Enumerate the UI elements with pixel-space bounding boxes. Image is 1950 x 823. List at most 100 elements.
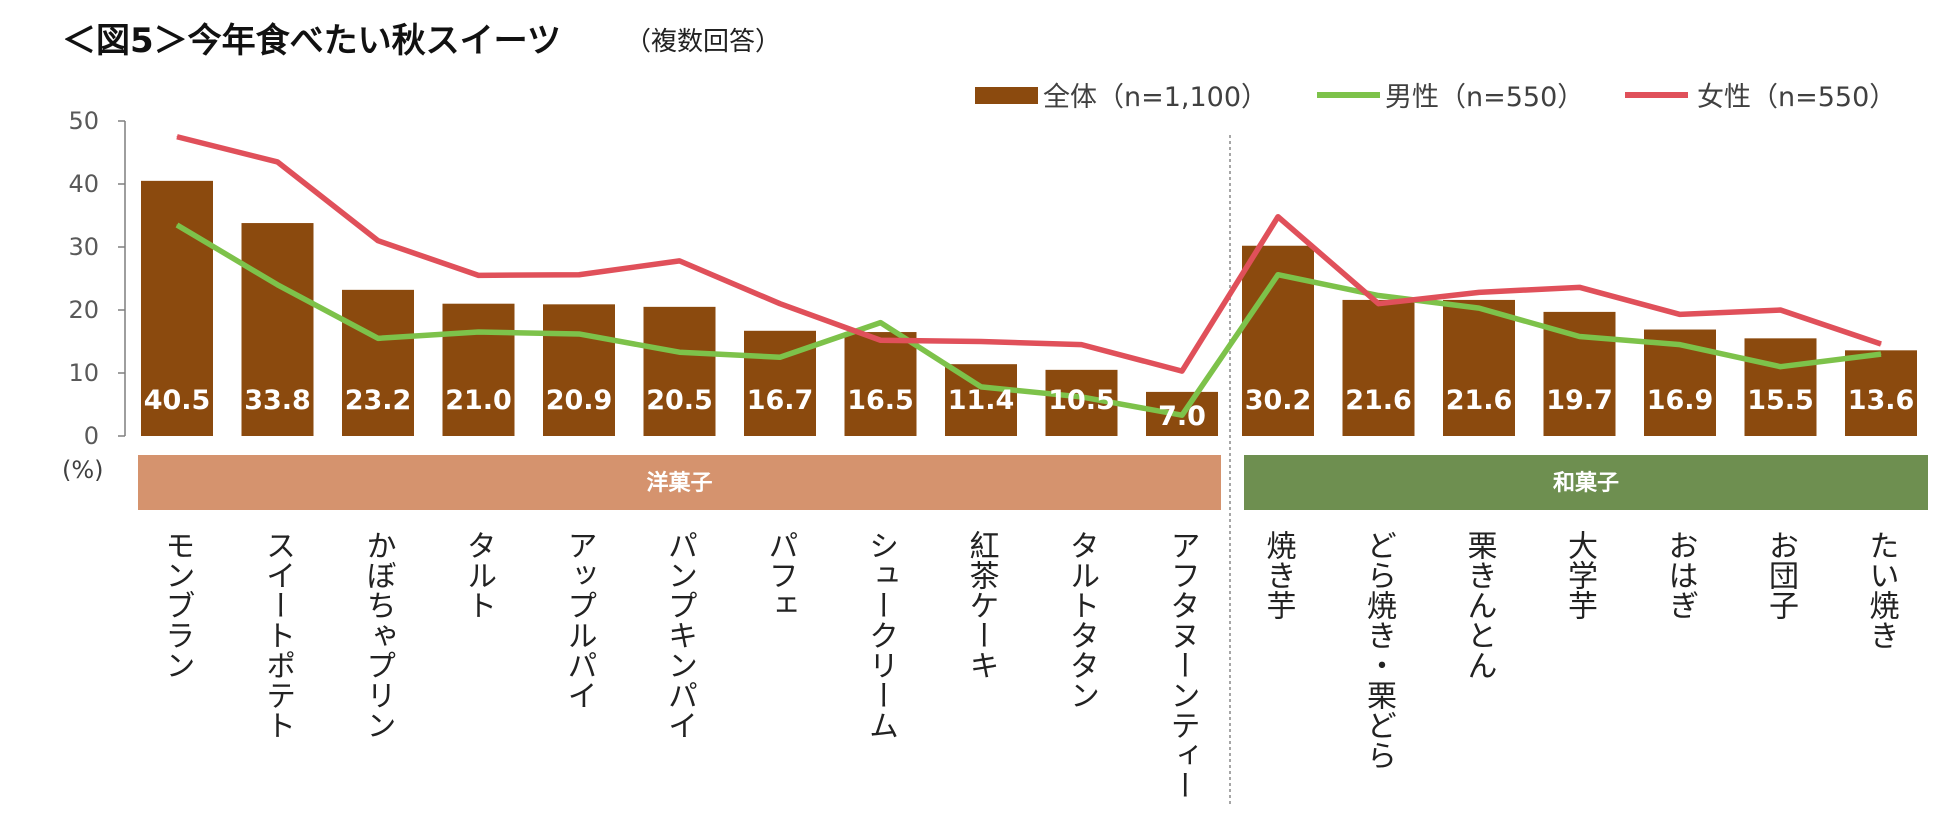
category-label: お団子 xyxy=(1763,530,1798,620)
chart-title: ＜図5＞今年食べたい秋スイーツ xyxy=(62,21,561,61)
y-tick-label: 10 xyxy=(68,359,99,387)
y-tick-label: 50 xyxy=(68,107,99,135)
category-label: おはぎ xyxy=(1663,530,1698,620)
bar xyxy=(1845,350,1917,436)
male-point xyxy=(478,331,479,333)
bar xyxy=(643,306,716,436)
bar xyxy=(1744,338,1817,436)
category-label: パンプキンパイ xyxy=(662,530,697,740)
female-point xyxy=(1277,216,1279,218)
value-label: 10.5 xyxy=(1048,385,1115,416)
female-point xyxy=(277,161,278,163)
value-label: 21.6 xyxy=(1446,385,1513,416)
value-label: 16.5 xyxy=(847,385,914,416)
male-point xyxy=(980,386,982,388)
bar xyxy=(241,223,314,436)
male-point xyxy=(1277,274,1279,276)
category-label: 焼き芋 xyxy=(1261,530,1296,620)
female-point xyxy=(478,274,479,276)
category-label: パフェ xyxy=(763,530,798,620)
value-label: 23.2 xyxy=(345,385,412,416)
legend-label: 女性（n=550） xyxy=(1697,82,1896,113)
group-band xyxy=(1244,455,1928,510)
category-label: 栗きんとん xyxy=(1462,530,1497,680)
category-label: スイートポテト xyxy=(260,530,295,740)
group-bands: 洋菓子 和菓子 xyxy=(138,455,1928,510)
male-point xyxy=(1081,396,1082,398)
male-point xyxy=(679,351,680,353)
bar xyxy=(844,332,917,436)
female-point xyxy=(1579,286,1580,288)
male-point xyxy=(1478,307,1480,309)
female-point xyxy=(1679,313,1681,315)
male-point xyxy=(1579,335,1580,337)
legend-swatch-all xyxy=(975,87,1038,104)
category-label: 紅茶ケーキ xyxy=(964,530,999,680)
male-point xyxy=(1679,344,1681,346)
female-point xyxy=(1780,309,1781,311)
male-point xyxy=(1780,366,1781,368)
y-tick-label: 20 xyxy=(68,296,99,324)
y-tick-label: 40 xyxy=(68,170,99,198)
male-point xyxy=(176,224,178,226)
value-label: 16.7 xyxy=(747,385,814,416)
group-label: 洋菓子 xyxy=(646,470,712,496)
bar xyxy=(342,289,414,436)
y-tick-label: 0 xyxy=(84,422,99,450)
female-point xyxy=(1081,344,1082,346)
male-point xyxy=(779,356,781,358)
female-point xyxy=(679,260,680,262)
female-point xyxy=(578,274,580,276)
category-labels: モンブラン スイートポテト かぼちゃプリン タルト アップルパイ パンプキンパイ パフェ シュ… xyxy=(160,530,1899,800)
bar xyxy=(141,180,213,436)
female-line xyxy=(176,134,1882,374)
category-label: どら焼き・栗どら xyxy=(1361,530,1396,770)
value-label: 20.9 xyxy=(546,385,613,416)
male-line xyxy=(175,222,1882,418)
value-label: 21.0 xyxy=(445,385,512,416)
male-point xyxy=(277,284,278,286)
value-label: 20.5 xyxy=(646,385,713,416)
value-label: 16.9 xyxy=(1647,385,1714,416)
value-labels: 40.5 33.8 23.2 21.0 20.9 20.5 16.7 16.5 11.4 10.5… xyxy=(144,385,1915,432)
male-point xyxy=(880,322,881,324)
male-point xyxy=(1880,353,1882,355)
legend: 全体（n=1,100） 男性（n=550） 女性（n=550） xyxy=(975,82,1896,113)
y-axis-unit: (%) xyxy=(62,456,104,484)
female-point xyxy=(1478,291,1480,293)
value-label: 11.4 xyxy=(948,385,1015,416)
female-point xyxy=(176,136,178,138)
category-label: アフタヌーンティー xyxy=(1165,530,1200,800)
category-label: タルトタタン xyxy=(1064,530,1099,710)
group-label: 和菓子 xyxy=(1553,470,1619,496)
category-label: シュークリーム xyxy=(863,530,898,740)
bar xyxy=(1543,311,1616,436)
category-label: モンブラン xyxy=(160,530,195,680)
value-label: 13.6 xyxy=(1848,385,1915,416)
female-point xyxy=(377,240,379,242)
female-point xyxy=(1181,370,1183,372)
male-point xyxy=(377,337,379,339)
legend-label: 全体（n=1,100） xyxy=(1043,82,1268,113)
y-axis: 0 10 20 30 40 50 xyxy=(68,107,126,450)
category-label: タルト xyxy=(461,530,496,620)
value-label: 33.8 xyxy=(244,385,311,416)
value-label: 30.2 xyxy=(1245,385,1312,416)
category-label: 大学芋 xyxy=(1562,530,1597,620)
value-label: 7.0 xyxy=(1158,401,1206,432)
y-tick-label: 30 xyxy=(68,233,99,261)
category-label: たい焼き xyxy=(1864,530,1899,650)
bar xyxy=(1342,299,1415,436)
value-label: 19.7 xyxy=(1546,385,1613,416)
female-point xyxy=(980,341,982,342)
female-point xyxy=(1378,303,1379,305)
chart-subtitle: （複数回答） xyxy=(625,27,781,57)
bar xyxy=(1443,299,1515,436)
legend-label: 男性（n=550） xyxy=(1385,82,1584,113)
value-label: 15.5 xyxy=(1747,385,1814,416)
value-label: 21.6 xyxy=(1345,385,1412,416)
bar xyxy=(543,304,615,436)
female-point xyxy=(779,303,781,305)
value-label: 40.5 xyxy=(144,385,211,416)
